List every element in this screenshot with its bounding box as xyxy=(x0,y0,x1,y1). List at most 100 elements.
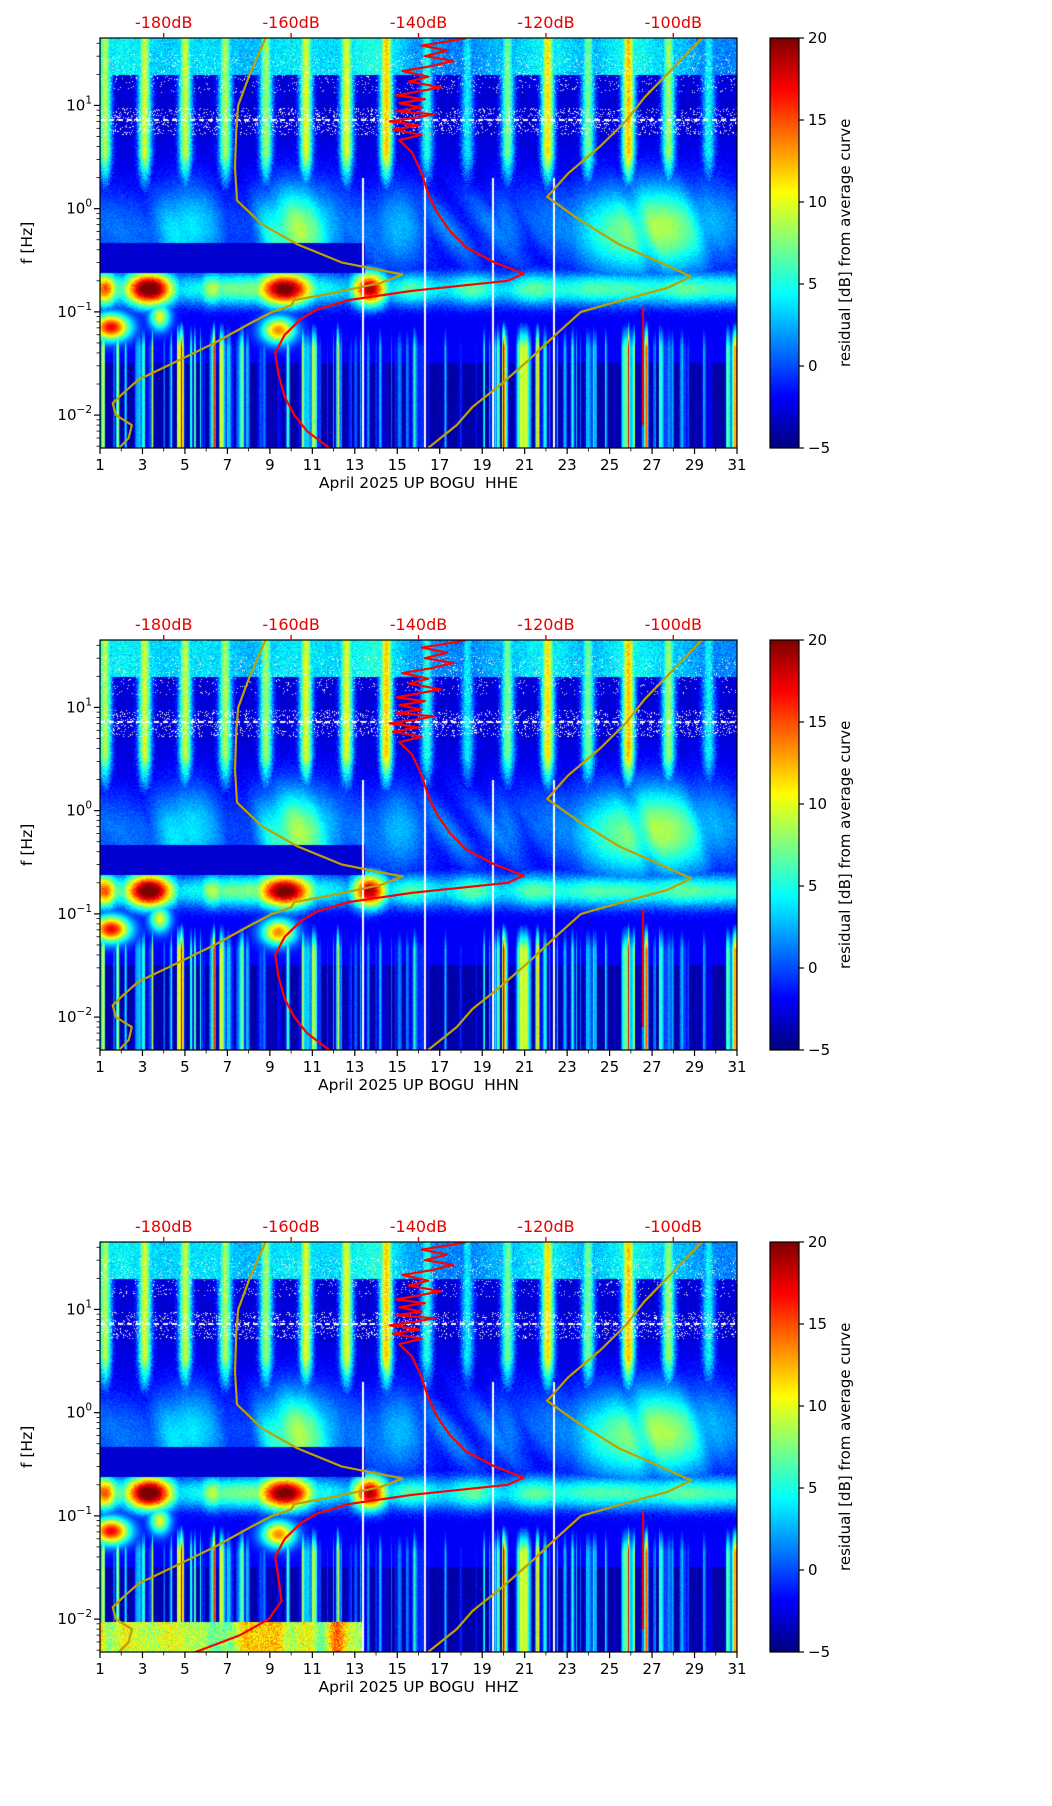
x-tick-label: 21 xyxy=(515,456,534,474)
x-tick-label: 31 xyxy=(727,1660,746,1678)
x-tick-label: 13 xyxy=(345,1058,364,1076)
x-tick-label: 15 xyxy=(388,1660,407,1678)
y-tick-label: 10−1 xyxy=(57,301,92,321)
top-axis-db-label: -180dB xyxy=(135,13,192,32)
y-tick-label: 10−1 xyxy=(57,1505,92,1525)
spectrogram-heatmap xyxy=(100,640,737,1050)
top-axis-db-label: -140dB xyxy=(390,615,447,634)
top-axis-db-label: -160dB xyxy=(262,615,319,634)
x-tick-label: 23 xyxy=(558,456,577,474)
x-tick-label: 15 xyxy=(388,456,407,474)
colorbar-gradient xyxy=(770,38,799,448)
top-axis-db-label: -180dB xyxy=(135,615,192,634)
x-tick-label: 7 xyxy=(223,456,233,474)
x-tick-label: 9 xyxy=(265,1660,275,1678)
colorbar-tick-label: 0 xyxy=(808,1561,818,1579)
x-tick-label: 25 xyxy=(600,456,619,474)
y-axis-label: f [Hz] xyxy=(18,1425,36,1469)
colorbar-gradient xyxy=(770,1242,799,1652)
y-tick-label: 101 xyxy=(66,1298,92,1318)
x-tick-label: 3 xyxy=(138,456,148,474)
x-tick-label: 15 xyxy=(388,1058,407,1076)
x-tick-label: 5 xyxy=(180,456,190,474)
colorbar-tick-label: 15 xyxy=(808,111,827,129)
x-tick-label: 11 xyxy=(303,456,322,474)
top-axis-db-label: -120dB xyxy=(517,615,574,634)
x-axis-label: April 2025 UP BOGU HHZ xyxy=(318,1678,519,1696)
top-axis-db-label: -160dB xyxy=(262,13,319,32)
spectrogram-panel-hhn: f [Hz] 1 3 5 7 9 11 13 15 17 19 21 23 25 27 29 31 101 100… xyxy=(0,602,1052,1204)
y-tick-label: 101 xyxy=(66,696,92,716)
x-tick-label: 9 xyxy=(265,1058,275,1076)
colorbar-tick-label: 20 xyxy=(808,631,827,649)
colorbar-tick-label: 10 xyxy=(808,795,827,813)
colorbar-tick-label: 5 xyxy=(808,275,818,293)
x-tick-label: 13 xyxy=(345,1660,364,1678)
y-axis-label: f [Hz] xyxy=(18,823,36,867)
colorbar-gradient xyxy=(770,640,799,1050)
x-tick-label: 29 xyxy=(685,1058,704,1076)
x-tick-label: 31 xyxy=(727,456,746,474)
y-tick-label: 100 xyxy=(66,1402,92,1422)
top-axis-db-label: -140dB xyxy=(390,13,447,32)
x-tick-label: 25 xyxy=(600,1660,619,1678)
x-tick-label: 1 xyxy=(95,1660,105,1678)
x-tick-label: 31 xyxy=(727,1058,746,1076)
top-axis-db-label: -100dB xyxy=(645,13,702,32)
top-axis-db-label: -100dB xyxy=(645,1217,702,1236)
x-tick-label: 19 xyxy=(473,456,492,474)
colorbar-tick-label: −5 xyxy=(808,439,830,457)
top-axis-db-label: -140dB xyxy=(390,1217,447,1236)
colorbar-tick-label: 10 xyxy=(808,1397,827,1415)
y-tick-label: 10−2 xyxy=(57,1006,92,1026)
x-tick-label: 27 xyxy=(643,1058,662,1076)
x-tick-label: 9 xyxy=(265,456,275,474)
colorbar-label: residual [dB] from average curve xyxy=(836,720,854,970)
x-tick-label: 13 xyxy=(345,456,364,474)
spectrogram-heatmap xyxy=(100,1242,737,1652)
y-axis-label: f [Hz] xyxy=(18,221,36,265)
x-tick-label: 17 xyxy=(430,1058,449,1076)
colorbar-tick-label: 10 xyxy=(808,193,827,211)
top-axis-db-label: -100dB xyxy=(645,615,702,634)
x-tick-label: 27 xyxy=(643,456,662,474)
colorbar-tick-label: 15 xyxy=(808,713,827,731)
colorbar-tick-label: 5 xyxy=(808,1479,818,1497)
x-tick-label: 3 xyxy=(138,1058,148,1076)
colorbar-tick-label: 20 xyxy=(808,1233,827,1251)
x-tick-label: 5 xyxy=(180,1660,190,1678)
spectrogram-heatmap xyxy=(100,38,737,448)
spectrogram-panel-hhe: f [Hz] 1 3 5 7 9 11 13 15 17 19 21 23 25 27 29 31 101 100… xyxy=(0,0,1052,602)
colorbar-tick-label: −5 xyxy=(808,1643,830,1661)
x-tick-label: 17 xyxy=(430,456,449,474)
top-axis-db-label: -120dB xyxy=(517,13,574,32)
x-tick-label: 1 xyxy=(95,456,105,474)
spectrogram-panel-hhz: f [Hz] 1 3 5 7 9 11 13 15 17 19 21 23 25 27 29 31 101 100… xyxy=(0,1204,1052,1806)
x-tick-label: 11 xyxy=(303,1058,322,1076)
colorbar-tick-label: 0 xyxy=(808,357,818,375)
x-axis-label: April 2025 UP BOGU HHN xyxy=(317,1076,520,1094)
top-axis-db-label: -160dB xyxy=(262,1217,319,1236)
x-tick-label: 21 xyxy=(515,1660,534,1678)
x-tick-label: 29 xyxy=(685,456,704,474)
y-tick-label: 101 xyxy=(66,94,92,114)
x-axis-label: April 2025 UP BOGU HHE xyxy=(318,474,519,492)
y-tick-label: 100 xyxy=(66,800,92,820)
colorbar-tick-label: 15 xyxy=(808,1315,827,1333)
y-tick-label: 10−1 xyxy=(57,903,92,923)
x-tick-label: 25 xyxy=(600,1058,619,1076)
colorbar-label: residual [dB] from average curve xyxy=(836,1322,854,1572)
top-axis-db-label: -120dB xyxy=(517,1217,574,1236)
x-tick-label: 21 xyxy=(515,1058,534,1076)
x-tick-label: 17 xyxy=(430,1660,449,1678)
y-tick-label: 10−2 xyxy=(57,1608,92,1628)
y-tick-label: 10−2 xyxy=(57,404,92,424)
colorbar-tick-label: 5 xyxy=(808,877,818,895)
colorbar-tick-label: 20 xyxy=(808,29,827,47)
x-tick-label: 7 xyxy=(223,1058,233,1076)
x-tick-label: 11 xyxy=(303,1660,322,1678)
x-tick-label: 23 xyxy=(558,1058,577,1076)
x-tick-label: 19 xyxy=(473,1058,492,1076)
x-tick-label: 3 xyxy=(138,1660,148,1678)
